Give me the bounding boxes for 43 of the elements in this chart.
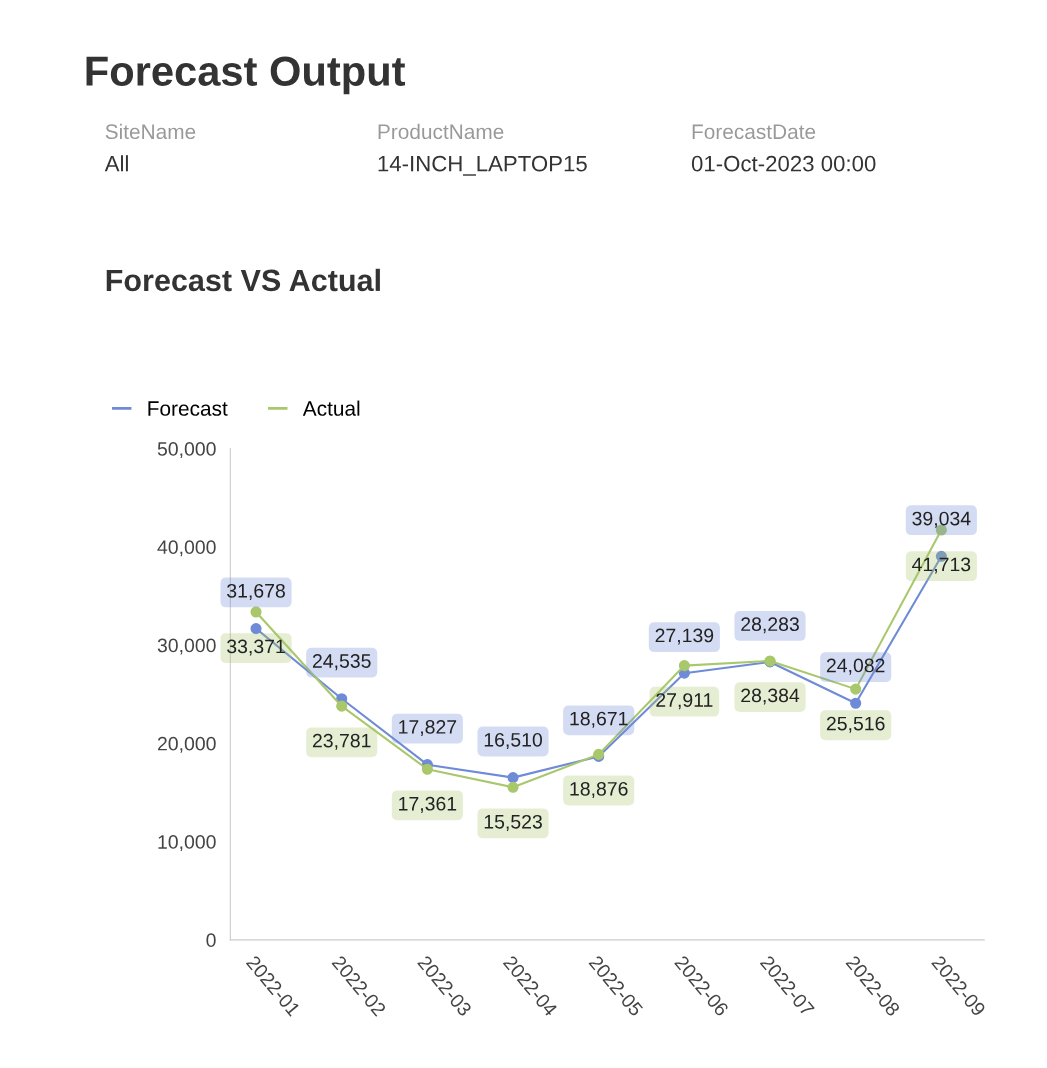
text: 01-Oct-2023 00:00 [691, 155, 876, 172]
point [507, 781, 519, 793]
point [850, 683, 862, 695]
text: ProductName [378, 123, 504, 140]
chart-title: Forecast VS Actual [106, 268, 380, 292]
point [507, 772, 519, 784]
data-label: 15,523 [484, 814, 542, 831]
data-label: 24,535 [312, 654, 371, 671]
y-tick-label: 20,000 [157, 736, 216, 753]
data-label: 16,510 [484, 732, 543, 750]
data-label: 18,876 [570, 781, 628, 798]
point [336, 700, 348, 712]
data-label: 27,139 [655, 628, 714, 645]
text: Forecast Output [86, 56, 406, 95]
data-label: 33,371 [227, 639, 285, 656]
data-label: 41,713 [912, 557, 971, 574]
y-tick-label: 30,000 [157, 638, 216, 655]
text: SiteName [105, 123, 196, 140]
point [421, 763, 433, 775]
text: All [104, 155, 128, 172]
data-label: 28,384 [741, 688, 800, 705]
data-label: 24,082 [826, 658, 885, 675]
y-tick-label: 40,000 [157, 540, 216, 557]
data-label: 17,827 [399, 720, 457, 737]
point [250, 606, 262, 618]
data-label: 31,678 [227, 583, 285, 600]
legend-label: Actual [302, 400, 360, 416]
point [850, 697, 862, 709]
data-label: 25,516 [826, 716, 885, 733]
data-label: 27,911 [656, 693, 713, 710]
data-label: 39,034 [912, 511, 971, 528]
legend-label: Forecast [148, 401, 228, 416]
text: ForecastDate [692, 124, 816, 140]
point [250, 623, 262, 635]
y-tick-label: 10,000 [158, 835, 216, 852]
point [678, 660, 690, 672]
y-tick-label: 50,000 [157, 442, 216, 459]
data-label: 18,671 [570, 711, 628, 728]
data-label: 23,781 [312, 733, 371, 750]
data-label: 17,361 [399, 796, 457, 813]
data-label: 28,283 [741, 617, 799, 634]
y-tick-label: 0 [206, 933, 216, 948]
text: 14-INCH_LAPTOP15 [378, 155, 587, 176]
